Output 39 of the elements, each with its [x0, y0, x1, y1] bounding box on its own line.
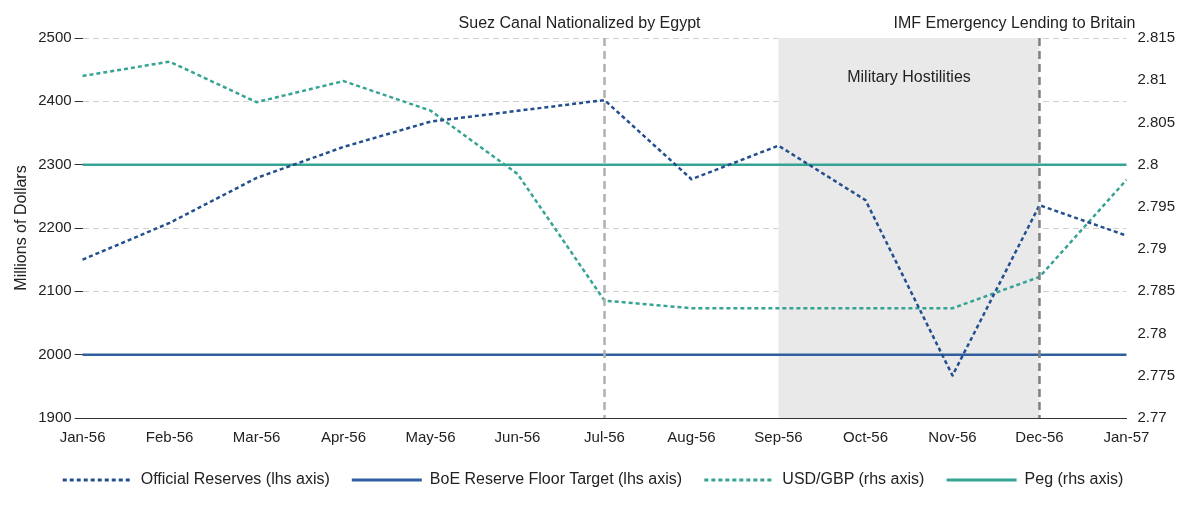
x-tick-label: Apr-56 — [321, 428, 367, 446]
y-tick-label: 2300 — [38, 154, 72, 172]
ref-line-label: IMF Emergency Lending to Britain — [893, 14, 1136, 32]
x-tick-label: Jan-56 — [59, 428, 106, 446]
y2-tick-label: 2.795 — [1137, 197, 1176, 215]
y2-tick-label: 2.79 — [1137, 239, 1167, 257]
x-tick-label: Jun-56 — [494, 428, 541, 446]
y2-tick-label: 2.8 — [1137, 154, 1159, 172]
legend-label: Peg (rhs axis) — [1024, 470, 1124, 488]
y2-tick-label: 2.81 — [1137, 70, 1167, 88]
y2-tick-label: 2.775 — [1137, 365, 1176, 383]
x-tick-label: Jan-57 — [1103, 428, 1150, 446]
x-tick-label: Sep-56 — [754, 428, 803, 446]
y2-tick-label: 2.815 — [1137, 28, 1176, 46]
ref-line-label: Suez Canal Nationalized by Egypt — [458, 14, 702, 32]
x-tick-label: Aug-56 — [667, 428, 716, 446]
y-tick-label: 2500 — [38, 28, 72, 46]
line-series — [81, 60, 1128, 310]
x-tick-label: Feb-56 — [145, 428, 194, 446]
y2-tick-label: 2.78 — [1137, 323, 1167, 341]
x-tick-label: Mar-56 — [232, 428, 281, 446]
y-axis-title: Millions of Dollars — [12, 165, 30, 291]
y-tick-label: 1900 — [38, 408, 72, 426]
y-tick-label: 2400 — [38, 91, 72, 109]
y2-tick-label: 2.785 — [1137, 281, 1176, 299]
y2-tick-label: 2.77 — [1137, 408, 1167, 426]
y-tick-label: 2000 — [38, 344, 72, 362]
x-tick-label: Nov-56 — [928, 428, 977, 446]
y-tick-label: 2100 — [38, 281, 72, 299]
x-tick-label: Dec-56 — [1015, 428, 1064, 446]
legend-label: Official Reserves (lhs axis) — [140, 470, 330, 488]
x-tick-label: May-56 — [405, 428, 456, 446]
band-label: Military Hostilities — [847, 68, 971, 86]
x-tick-label: Oct-56 — [842, 428, 888, 446]
legend-label: USD/GBP (rhs axis) — [782, 470, 925, 488]
x-tick-label: Jul-56 — [584, 428, 625, 446]
legend-label: BoE Reserve Floor Target (lhs axis) — [429, 470, 683, 488]
y2-tick-label: 2.805 — [1137, 112, 1176, 130]
y-tick-label: 2200 — [38, 218, 72, 236]
